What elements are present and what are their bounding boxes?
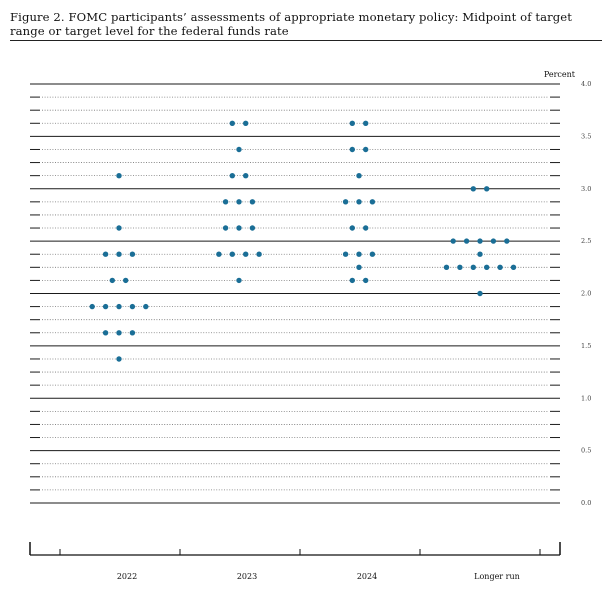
dot-marker: [477, 238, 483, 244]
dot-marker: [236, 277, 242, 284]
x-category-label: 2024: [357, 572, 377, 581]
y-tick-label: 0.5: [581, 447, 591, 455]
y-tick-label: 3.5: [581, 132, 591, 140]
dot-marker: [497, 264, 503, 270]
dot-marker: [510, 264, 517, 270]
dot-marker: [243, 120, 249, 127]
dot-marker: [129, 303, 136, 310]
dot-marker: [89, 303, 95, 310]
figure-title: Figure 2. FOMC participants’ assessments…: [10, 10, 573, 38]
dot-marker: [470, 264, 476, 270]
y-tick-label: 4.0: [581, 80, 591, 88]
dot-marker: [116, 330, 122, 336]
dot-marker: [356, 173, 362, 179]
y-tick-label: 2.5: [581, 237, 591, 245]
y-tick-labels: 4.0 3.5 3.0 2.5 2.0 1.5 1.0 0.5 0.0: [581, 80, 591, 507]
dot-marker: [229, 251, 235, 257]
dot-marker: [369, 251, 376, 257]
dot-marker: [363, 277, 369, 284]
dot-marker: [129, 251, 136, 257]
y-tick-label: 2.0: [581, 290, 591, 298]
dot-marker: [236, 225, 242, 231]
dot-marker: [243, 173, 249, 179]
dot-marker: [477, 251, 483, 257]
dot-marker: [229, 120, 235, 127]
dot-marker: [349, 146, 355, 153]
dot-markers: [89, 120, 517, 362]
dot-marker: [443, 264, 450, 270]
dot-marker: [363, 120, 369, 127]
dot-marker: [484, 186, 490, 192]
dot-marker: [363, 225, 369, 231]
dot-marker: [484, 264, 490, 270]
dot-marker: [249, 199, 256, 205]
x-axis: 2022 2023 2024 Longer run: [29, 542, 561, 581]
dot-marker: [222, 225, 229, 231]
dot-marker: [249, 225, 256, 231]
dot-marker: [342, 251, 349, 257]
dot-marker: [490, 238, 497, 244]
y-tick-label: 0.0: [581, 499, 591, 507]
x-category-label: 2023: [237, 572, 257, 581]
dot-marker: [342, 199, 349, 205]
dot-marker: [363, 146, 369, 153]
dot-marker: [102, 330, 109, 336]
y-tick-label: 1.5: [581, 342, 591, 350]
dot-marker: [236, 146, 242, 153]
dot-marker: [477, 290, 483, 297]
dot-marker: [116, 251, 122, 257]
y-tick-label: 3.0: [581, 185, 591, 193]
dot-marker: [349, 225, 355, 231]
gridlines: [30, 83, 560, 504]
dot-marker: [349, 120, 355, 127]
y-unit-label: Percent: [544, 70, 576, 79]
dot-marker: [349, 277, 355, 284]
dot-marker: [236, 199, 242, 205]
dot-marker: [216, 251, 222, 257]
x-category-label: 2022: [117, 572, 137, 581]
dot-marker: [129, 330, 136, 336]
dot-marker: [356, 199, 362, 205]
dot-marker: [256, 251, 262, 257]
dot-marker: [369, 199, 376, 205]
dot-marker: [102, 303, 109, 310]
dot-marker: [116, 303, 122, 310]
x-category-label: Longer run: [474, 572, 520, 581]
dot-marker: [504, 238, 510, 244]
y-tick-label: 1.0: [581, 394, 591, 402]
dot-marker: [109, 277, 116, 284]
title-rule: [10, 40, 602, 41]
dot-marker: [123, 277, 129, 284]
dot-marker: [463, 238, 470, 244]
dot-marker: [470, 186, 476, 192]
dot-marker: [102, 251, 109, 257]
dot-marker: [222, 199, 229, 205]
dot-marker: [356, 264, 362, 270]
dot-marker: [356, 251, 362, 257]
dot-marker: [116, 173, 122, 179]
dot-marker: [457, 264, 463, 270]
dot-marker: [116, 356, 122, 362]
dot-marker: [450, 238, 456, 244]
dot-marker: [143, 303, 149, 310]
dot-marker: [116, 225, 122, 231]
dot-marker: [243, 251, 249, 257]
dot-marker: [229, 173, 235, 179]
